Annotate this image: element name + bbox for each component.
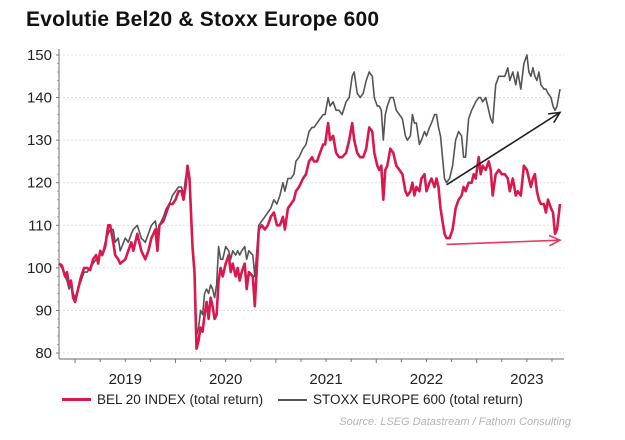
trend-arrows xyxy=(446,111,562,247)
y-tick-label: 90 xyxy=(35,302,52,319)
legend-swatch-stoxx xyxy=(278,398,307,401)
source-note: Source: LSEG Datastream / Fathom Consult… xyxy=(339,416,571,428)
x-tick-label: 2022 xyxy=(410,371,443,388)
legend-label-stoxx: STOXX EUROPE 600 (total return) xyxy=(313,392,523,407)
y-tick-label: 100 xyxy=(27,260,52,277)
y-tick-label: 130 xyxy=(27,132,52,149)
x-tick-label: 2021 xyxy=(309,371,342,388)
y-tick-label: 80 xyxy=(35,345,52,362)
legend-swatch-bel20 xyxy=(62,398,91,401)
series-line-stoxx xyxy=(58,54,561,337)
series-lines xyxy=(58,54,562,350)
stoxx-trend-arrow xyxy=(446,111,561,186)
series-line-bel20 xyxy=(58,121,562,350)
legend-label-bel20: BEL 20 INDEX (total return) xyxy=(97,392,264,407)
y-tick-label: 140 xyxy=(27,90,52,107)
stoxx-trend-arrow-head xyxy=(547,111,562,124)
axes xyxy=(58,49,564,360)
y-tick-label: 150 xyxy=(27,47,52,64)
y-axis-ticks: 80 90 100 110 120 130 140 150 xyxy=(27,47,59,362)
bel20-trend-arrow xyxy=(446,239,561,246)
bel20-trend-arrow-head xyxy=(548,234,562,247)
x-tick-label: 2023 xyxy=(510,371,543,388)
x-tick-label: 2020 xyxy=(209,371,242,388)
legend-item-bel20: BEL 20 INDEX (total return) xyxy=(62,392,263,407)
y-tick-label: 120 xyxy=(27,175,52,192)
x-tick-label: 2019 xyxy=(109,371,142,388)
x-axis-ticks: 2019 2020 2021 2022 2023 xyxy=(74,359,553,388)
legend-item-stoxx: STOXX EUROPE 600 (total return) xyxy=(278,392,523,407)
y-tick-label: 110 xyxy=(28,217,52,234)
gridlines xyxy=(59,54,564,354)
chart-title: Evolutie Bel20 & Stoxx Europe 600 xyxy=(26,8,380,31)
